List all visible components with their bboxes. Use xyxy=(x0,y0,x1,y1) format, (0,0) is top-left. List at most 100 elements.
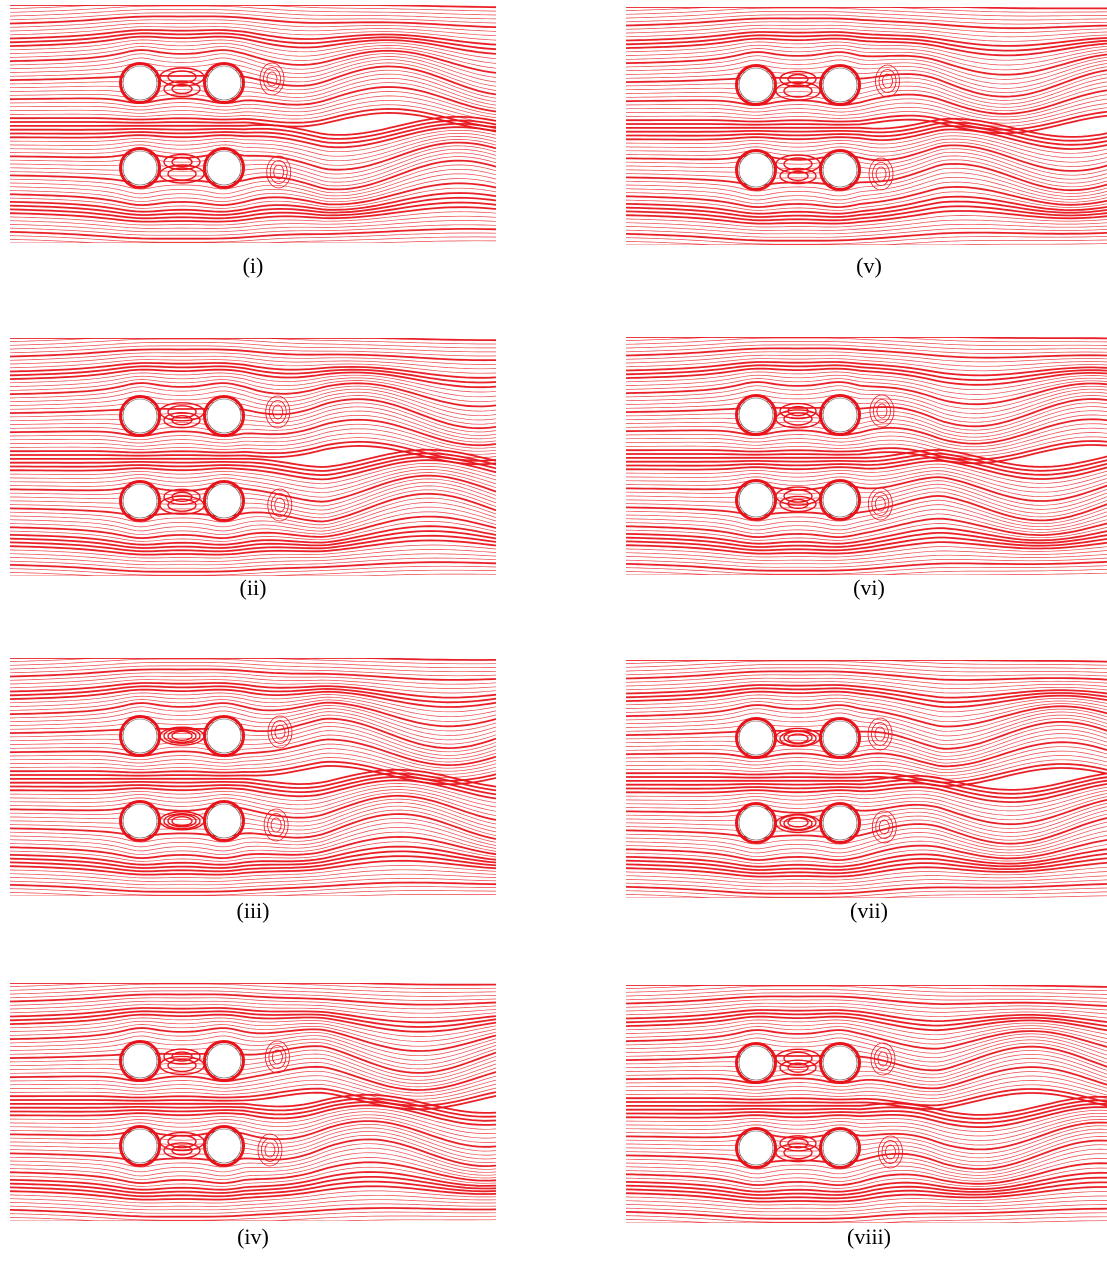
streamline xyxy=(10,810,496,836)
cylinder xyxy=(823,1046,857,1080)
cylinder xyxy=(823,721,857,755)
streamline-plot-ii xyxy=(10,338,496,576)
caption-v: (v) xyxy=(626,255,1107,277)
wake-vortex-loop xyxy=(275,725,285,739)
streamline xyxy=(626,86,1107,111)
vortex-loop xyxy=(780,72,816,87)
streamline xyxy=(626,379,1107,400)
streamline xyxy=(626,1209,1107,1219)
streamline xyxy=(626,123,1107,141)
streamline xyxy=(10,517,496,539)
streamline-plot-i xyxy=(10,5,496,243)
wake-vortex-loop xyxy=(269,1046,286,1069)
cylinder xyxy=(207,719,241,753)
cylinder xyxy=(739,68,773,102)
streamline xyxy=(10,1039,496,1065)
streamline xyxy=(10,183,496,205)
streamline xyxy=(626,441,1107,460)
cylinder xyxy=(207,399,241,433)
streamline xyxy=(626,839,1107,860)
streamline xyxy=(10,476,496,502)
streamline xyxy=(626,32,1107,46)
streamline xyxy=(10,700,496,722)
streamline xyxy=(626,142,1107,166)
streamline xyxy=(10,6,496,15)
streamline xyxy=(10,793,496,816)
caption-vii: (vii) xyxy=(626,900,1107,922)
wake-vortex-loop xyxy=(265,1143,275,1157)
streamlines xyxy=(10,658,496,896)
streamline xyxy=(10,342,496,352)
streamline-plot-v xyxy=(626,7,1107,245)
streamline xyxy=(626,111,1107,129)
cylinder xyxy=(207,1044,241,1078)
cylinder xyxy=(123,719,157,753)
streamline xyxy=(10,787,496,808)
cylinder xyxy=(739,153,773,187)
streamline xyxy=(626,233,1107,241)
streamline xyxy=(10,696,496,717)
streamline xyxy=(626,709,1107,732)
streamline xyxy=(10,179,496,202)
streamline xyxy=(10,383,496,406)
vortex-loop xyxy=(172,731,192,740)
cylinder xyxy=(823,483,857,517)
streamline xyxy=(626,49,1107,70)
panel-iii xyxy=(10,658,496,896)
streamline xyxy=(626,115,1107,133)
vortex-loop xyxy=(780,168,816,183)
wake-vortex-loop xyxy=(271,818,281,832)
cylinder xyxy=(123,151,157,185)
wake-vortex-loop xyxy=(879,70,896,93)
streamline xyxy=(626,884,1107,894)
streamline xyxy=(10,9,496,19)
wake-vortex-loop xyxy=(270,161,287,184)
wake-vortex-loop xyxy=(261,1139,278,1162)
cylinder xyxy=(207,1129,241,1163)
streamline xyxy=(626,52,1107,75)
cylinder xyxy=(823,806,857,840)
caption-iv: (iv) xyxy=(10,1226,496,1248)
streamlines xyxy=(626,985,1107,1223)
panel-v xyxy=(626,7,1107,245)
streamlines xyxy=(10,5,496,243)
cylinder xyxy=(823,153,857,187)
wake-vortex-loop xyxy=(882,1141,899,1164)
streamline xyxy=(10,498,496,525)
panel-vii xyxy=(626,660,1107,898)
wake-vortex-loop xyxy=(271,721,288,744)
cylinder xyxy=(739,483,773,517)
streamline xyxy=(10,339,496,348)
cylinder xyxy=(207,151,241,185)
wake-vortex-loop xyxy=(269,401,286,424)
streamline xyxy=(10,1162,496,1183)
streamline xyxy=(626,1063,1107,1085)
streamline xyxy=(626,671,1107,680)
wake-vortex-loop xyxy=(271,494,288,517)
wake-vortex-loop xyxy=(876,167,886,181)
wake-vortex-loop xyxy=(275,498,285,512)
streamline xyxy=(626,705,1107,727)
panel-iv xyxy=(10,983,496,1221)
streamline xyxy=(626,94,1107,117)
cylinder xyxy=(123,484,157,518)
cylinder xyxy=(739,806,773,840)
caption-i: (i) xyxy=(10,255,496,277)
streamline xyxy=(10,994,496,1004)
streamline xyxy=(626,45,1107,65)
cylinder xyxy=(123,1044,157,1078)
streamline-plot-vi xyxy=(626,337,1107,575)
streamline xyxy=(626,90,1107,114)
panel-vi xyxy=(626,337,1107,575)
streamline xyxy=(626,119,1107,137)
cylinder xyxy=(739,1131,773,1165)
streamline xyxy=(626,25,1107,37)
streamline xyxy=(626,403,1107,430)
streamline xyxy=(10,146,496,174)
streamlines xyxy=(626,7,1107,245)
wake-vortex-loop xyxy=(885,1145,895,1159)
panel-viii xyxy=(626,985,1107,1223)
cylinder xyxy=(123,1129,157,1163)
cylinder xyxy=(207,804,241,838)
caption-ii: (ii) xyxy=(10,577,496,599)
